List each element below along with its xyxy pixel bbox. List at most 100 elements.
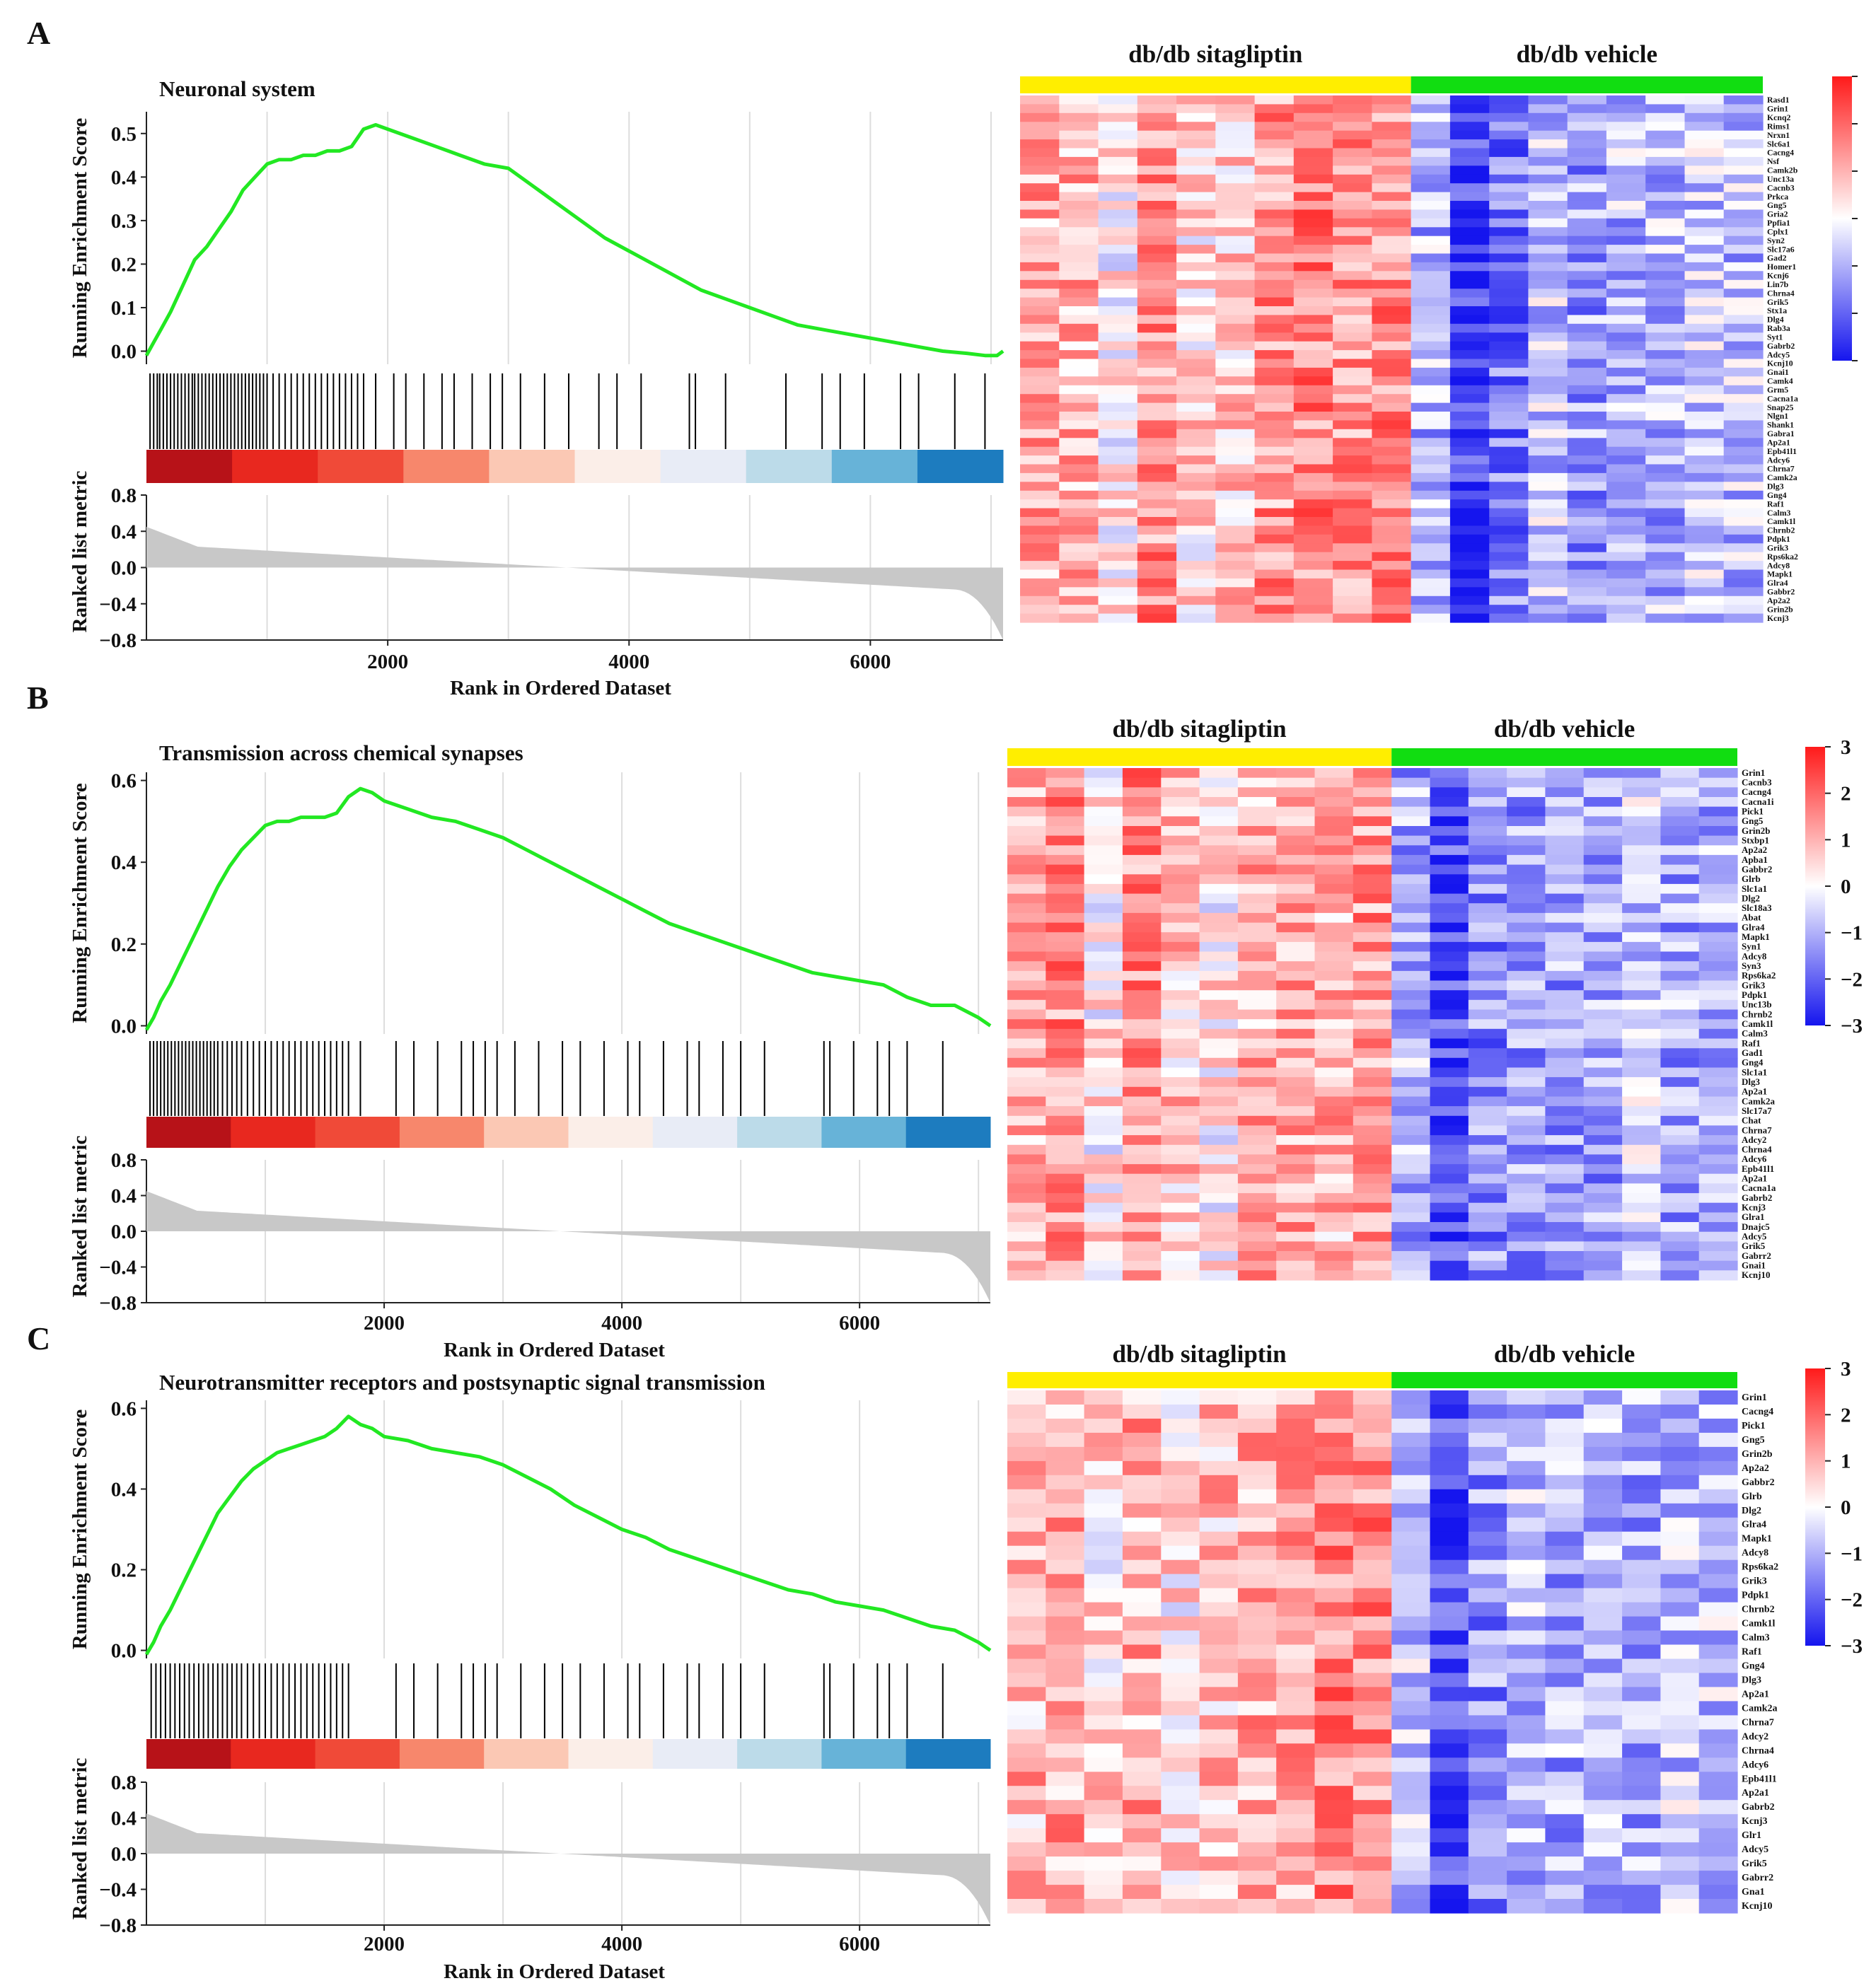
- heatmap-cell: [1059, 472, 1099, 482]
- metric-ytick-label: 0.0: [111, 1221, 137, 1243]
- heatmap-cell: [1059, 552, 1099, 562]
- heatmap-cell: [1161, 1418, 1200, 1434]
- heatmap-cell: [1215, 323, 1256, 333]
- heatmap-cell: [1684, 490, 1725, 500]
- heatmap-cell: [1698, 1115, 1738, 1127]
- heatmap-cell: [1723, 534, 1764, 544]
- heatmap-cell: [1372, 438, 1412, 448]
- heatmap-cell: [1314, 1814, 1354, 1829]
- heatmap-cell: [1007, 806, 1046, 817]
- heatmap-cell: [1161, 1446, 1200, 1462]
- heatmap-cell: [1098, 543, 1138, 553]
- heatmap-cell: [1684, 323, 1725, 333]
- heatmap-cell: [1007, 1164, 1046, 1175]
- heatmap-cell: [1276, 1658, 1316, 1674]
- heatmap-cell: [1046, 1135, 1085, 1146]
- heatmap-cell: [1545, 1057, 1585, 1069]
- heatmap-cell: [1645, 472, 1686, 482]
- heatmap-cell: [1411, 279, 1451, 289]
- heatmap-cell: [1545, 1460, 1585, 1476]
- heatmap-cell: [1199, 1231, 1239, 1242]
- heatmap-cell: [1391, 1067, 1431, 1078]
- heatmap-cell: [1430, 932, 1469, 943]
- heatmap-cell: [1122, 1658, 1162, 1674]
- heatmap-cell: [1645, 385, 1686, 395]
- heatmap-cell: [1391, 1772, 1431, 1786]
- gene-label: Camk1l: [1742, 1619, 1776, 1629]
- heatmap-cell: [1622, 1390, 1661, 1405]
- heatmap-cell: [1622, 1772, 1661, 1786]
- group-bar-vehicle: [1411, 76, 1763, 93]
- x-axis-label: Rank in Ordered Dataset: [444, 1339, 665, 1361]
- heatmap-cell: [1176, 429, 1216, 438]
- heatmap-cell: [1545, 1418, 1585, 1434]
- heatmap-cell: [1276, 1743, 1316, 1758]
- heatmap-cell: [1098, 561, 1138, 571]
- heatmap-cell: [1583, 1057, 1623, 1069]
- heatmap-cell: [1698, 1067, 1738, 1078]
- heatmap-cell: [1007, 903, 1046, 914]
- heatmap-cell: [1567, 289, 1607, 298]
- heatmap-cell: [1314, 1193, 1354, 1204]
- heatmap-cell: [1276, 1842, 1316, 1857]
- heatmap-cell: [1430, 1251, 1469, 1262]
- rank-bar-segment: [399, 1739, 485, 1769]
- heatmap-cell: [1046, 1028, 1085, 1040]
- heatmap-cell: [1161, 951, 1200, 962]
- heatmap-cell: [1046, 951, 1085, 962]
- heatmap-cell: [1046, 1048, 1085, 1059]
- heatmap-cell: [1020, 112, 1060, 122]
- heatmap-cell: [1507, 1077, 1546, 1088]
- heatmap-cell: [1237, 1715, 1277, 1730]
- heatmap-cell: [1007, 980, 1046, 991]
- heatmap-cell: [1391, 768, 1431, 779]
- heatmap-cell: [1430, 1057, 1469, 1069]
- heatmap-cell: [1007, 874, 1046, 885]
- heatmap-cell: [1020, 446, 1060, 456]
- heatmap-cell: [1254, 587, 1295, 597]
- heatmap-cell: [1046, 1743, 1085, 1758]
- heatmap-cell: [1411, 130, 1451, 140]
- heatmap-cell: [1237, 1115, 1277, 1127]
- heatmap-cell: [1215, 578, 1256, 588]
- colorbar-tick-label: −2: [1841, 968, 1863, 991]
- heatmap-cell: [1333, 394, 1372, 404]
- heatmap-cell: [1084, 1786, 1123, 1801]
- heatmap-cell: [1084, 1489, 1123, 1504]
- heatmap-cell: [1468, 1096, 1507, 1107]
- group-bar-sitagliptin: [1020, 76, 1411, 93]
- heatmap-cell: [1020, 201, 1060, 210]
- heatmap-cell: [1333, 587, 1372, 597]
- heatmap-cell: [1698, 1144, 1738, 1156]
- heatmap-cell: [1391, 816, 1431, 827]
- heatmap-cell: [1007, 1125, 1046, 1136]
- heatmap-cell: [1698, 1786, 1738, 1801]
- heatmap-cell: [1176, 613, 1216, 623]
- heatmap-cell: [1314, 1086, 1354, 1098]
- heatmap-cell: [1059, 341, 1099, 351]
- heatmap-cell: [1293, 165, 1333, 175]
- heatmap-cell: [1137, 236, 1177, 245]
- heatmap-cell: [1084, 864, 1123, 875]
- heatmap-cell: [1353, 835, 1392, 846]
- heatmap-cell: [1507, 1096, 1546, 1107]
- heatmap-cell: [1314, 1446, 1354, 1462]
- heatmap-cell: [1606, 605, 1646, 615]
- heatmap-cell: [1007, 1251, 1046, 1262]
- heatmap-cell: [1314, 1222, 1354, 1233]
- heatmap-cell: [1567, 209, 1607, 219]
- heatmap-cell: [1411, 429, 1451, 438]
- heatmap-cell: [1237, 1757, 1277, 1772]
- heatmap-cell: [1567, 613, 1607, 623]
- heatmap-cell: [1007, 990, 1046, 1001]
- gene-label: Homer1: [1767, 262, 1796, 272]
- rank-bar-segment: [484, 1117, 569, 1148]
- heatmap-cell: [1660, 1173, 1700, 1184]
- heatmap-cell: [1137, 543, 1177, 553]
- heatmap-cell: [1684, 245, 1725, 255]
- gene-label: Grin1: [1742, 1393, 1767, 1403]
- heatmap-cell: [1391, 1405, 1431, 1419]
- heatmap-cell: [1237, 1106, 1277, 1117]
- heatmap-cell: [1353, 1432, 1392, 1448]
- heatmap-cell: [1122, 1602, 1162, 1617]
